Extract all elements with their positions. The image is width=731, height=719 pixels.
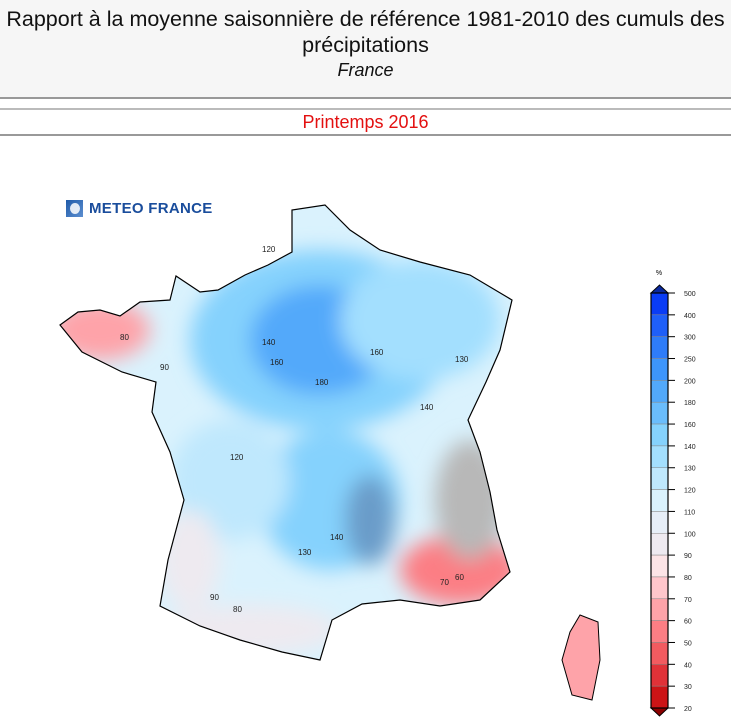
legend-tick-label: 130	[684, 466, 696, 473]
contour-label: 140	[330, 533, 344, 542]
legend-tick-label: 500	[684, 291, 696, 298]
legend-tick-label: 100	[684, 531, 696, 538]
contour-label: 140	[420, 403, 434, 412]
contour-label: 180	[315, 378, 329, 387]
legend-swatch	[650, 489, 669, 512]
page-title: Rapport à la moyenne saisonnière de réfé…	[6, 7, 725, 57]
legend-tick-label: 20	[684, 706, 692, 713]
legend-swatch	[650, 576, 669, 600]
france-outline	[59, 204, 513, 661]
corsica	[561, 614, 601, 701]
legend-swatch	[650, 467, 669, 490]
legend-tick-label: 90	[684, 553, 692, 560]
meteo-france-logo-icon	[66, 200, 83, 217]
period-label: Printemps 2016	[0, 108, 731, 136]
legend-tick-label: 70	[684, 597, 692, 604]
legend-tick-label: 180	[684, 400, 696, 407]
contour-label: 60	[455, 573, 464, 582]
legend-tick-label: 80	[684, 575, 692, 582]
contour-label: 90	[210, 593, 219, 602]
legend-tick-label: 60	[684, 619, 692, 626]
color-legend: % 500 400 300 250 200 180 160 140 130 120 110 100 90 8…	[649, 270, 696, 717]
legend-tick-label: 30	[684, 684, 692, 691]
legend-tick-label: 160	[684, 422, 696, 429]
legend-swatch	[650, 533, 669, 556]
contour-label: 80	[120, 333, 129, 342]
legend-swatch	[650, 336, 669, 359]
legend-swatch	[650, 380, 669, 403]
header: Rapport à la moyenne saisonnière de réfé…	[0, 0, 731, 99]
legend-swatch	[650, 620, 669, 643]
legend-swatch	[650, 292, 669, 316]
legend-swatch	[650, 642, 669, 665]
legend-tick-label: 140	[684, 444, 696, 451]
legend-over-arrow	[649, 284, 670, 294]
contour-label: 120	[262, 245, 276, 254]
contour-label: 130	[455, 355, 469, 364]
legend-tick-label: 250	[684, 357, 696, 364]
meteo-france-logo: METEO FRANCE	[66, 200, 213, 217]
legend-swatch	[650, 664, 669, 687]
contour-label: 80	[233, 605, 242, 614]
legend-swatch	[650, 401, 669, 425]
legend-tick-label: 120	[684, 488, 696, 495]
contour-label: 160	[370, 348, 384, 357]
contour-label: 70	[440, 578, 449, 587]
region-label: France	[337, 60, 394, 80]
legend-tick-label: 40	[684, 662, 692, 669]
legend-unit: %	[656, 270, 662, 277]
legend-tick-label: 400	[684, 313, 696, 320]
legend-swatch	[650, 685, 669, 709]
contour-label: 120	[230, 453, 244, 462]
legend-tick-label: 50	[684, 640, 692, 647]
contour-label: 140	[262, 338, 276, 347]
legend-tick-label: 300	[684, 335, 696, 342]
legend-swatch	[650, 511, 669, 534]
logo-text: METEO FRANCE	[89, 200, 213, 217]
legend-swatch	[650, 445, 669, 468]
legend-swatch	[650, 554, 669, 578]
legend-swatch	[650, 598, 669, 621]
contour-label: 130	[298, 548, 312, 557]
legend-under-arrow	[649, 707, 670, 717]
legend-tick-label: 110	[684, 509, 695, 516]
legend-swatch	[650, 314, 669, 337]
legend-swatch	[650, 358, 669, 381]
france-map	[60, 205, 512, 660]
contour-label: 90	[160, 363, 169, 372]
contour-label: 160	[270, 358, 284, 367]
legend-swatch	[650, 423, 669, 447]
legend-tick-label: 200	[684, 378, 696, 385]
